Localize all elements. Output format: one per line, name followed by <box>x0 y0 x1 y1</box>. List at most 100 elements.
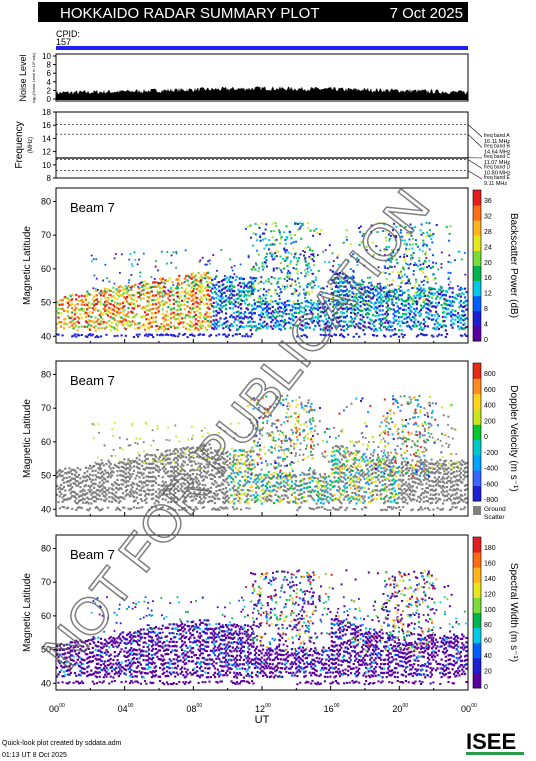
scatter-cell <box>340 302 343 305</box>
scatter-cell <box>67 480 70 483</box>
scatter-cell <box>454 314 457 317</box>
scatter-cell <box>116 465 119 468</box>
scatter-cell <box>400 320 403 323</box>
scatter-cell <box>314 316 317 319</box>
scatter-cell <box>75 298 78 301</box>
scatter-cell <box>396 471 399 474</box>
scatter-cell <box>388 497 391 500</box>
scatter-cell <box>384 325 387 329</box>
scatter-cell <box>174 287 177 290</box>
scatter-cell <box>127 315 130 318</box>
scatter-cell <box>389 491 392 495</box>
scatter-cell <box>348 281 351 284</box>
scatter-cell <box>146 309 149 312</box>
scatter-cell <box>319 333 322 336</box>
scatter-cell <box>112 312 115 315</box>
scatter-cell <box>419 332 423 335</box>
scatter-cell <box>396 249 399 251</box>
scatter-cell <box>430 318 434 321</box>
scatter-cell <box>322 489 325 492</box>
scatter-cell <box>157 492 160 495</box>
scatter-cell <box>99 463 103 466</box>
freq-band-leader <box>467 124 483 138</box>
scatter-cell <box>194 506 197 509</box>
scatter-cell <box>325 292 328 295</box>
scatter-cell <box>322 320 325 323</box>
scatter-cell <box>202 478 206 481</box>
scatter-cell <box>187 458 190 461</box>
scatter-cell <box>222 496 225 499</box>
scatter-cell <box>398 298 401 301</box>
scatter-cell <box>142 293 145 296</box>
scatter-cell <box>202 320 206 323</box>
scatter-cell <box>451 291 454 294</box>
scatter-cell <box>444 459 447 462</box>
scatter-cell <box>123 304 126 308</box>
scatter-cell <box>220 297 223 300</box>
scatter-cell <box>98 292 101 295</box>
scatter-cell <box>286 276 289 278</box>
scatter-cell <box>189 460 192 464</box>
scatter-cell <box>293 316 296 319</box>
scatter-cell <box>176 282 180 285</box>
scatter-cell <box>349 473 353 476</box>
scatter-cell <box>277 473 280 476</box>
scatter-cell <box>206 263 208 266</box>
scatter-cell <box>161 317 164 320</box>
scatter-cell <box>112 484 115 487</box>
scatter-cell <box>396 502 399 505</box>
scatter-cell <box>87 323 90 326</box>
scatter-cell <box>223 502 226 505</box>
scatter-cell <box>186 446 189 449</box>
scatter-cell <box>295 484 298 487</box>
scatter-cell <box>391 329 394 332</box>
scatter-cell <box>87 301 90 304</box>
scatter-cell <box>294 253 297 256</box>
scatter-cell <box>406 289 409 292</box>
scatter-cell <box>168 462 171 465</box>
scatter-cell <box>332 468 335 471</box>
colorbar-tick-label: 4 <box>484 322 488 329</box>
scatter-cell <box>328 244 331 247</box>
scatter-cell <box>164 282 166 285</box>
scatter-cell <box>99 294 103 297</box>
scatter-cell <box>315 480 318 483</box>
scatter-cell <box>121 293 125 296</box>
scatter-cell <box>233 320 236 323</box>
scatter-cell <box>401 279 404 282</box>
scatter-cell <box>237 297 240 300</box>
scatter-cell <box>197 280 200 283</box>
scatter-cell <box>309 229 312 232</box>
scatter-cell <box>351 322 354 325</box>
scatter-cell <box>267 307 270 310</box>
scatter-cell <box>187 310 190 313</box>
scatter-cell <box>211 456 214 459</box>
scatter-cell <box>355 283 358 287</box>
scatter-cell <box>152 298 155 302</box>
scatter-cell <box>104 309 107 312</box>
scatter-cell <box>189 506 192 509</box>
scatter-cell <box>76 316 79 319</box>
scatter-cell <box>134 314 137 317</box>
freq-band-name: freq band A <box>484 133 510 139</box>
scatter-cell <box>73 500 77 503</box>
scatter-cell <box>415 278 417 281</box>
scatter-cell <box>127 320 130 323</box>
scatter-cell <box>183 448 186 451</box>
scatter-cell <box>110 326 114 329</box>
scatter-cell <box>101 318 104 321</box>
scatter-cell <box>192 294 195 297</box>
scatter-cell <box>300 501 303 504</box>
scatter-cell <box>192 324 195 327</box>
scatter-cell <box>252 320 255 323</box>
scatter-cell <box>220 293 223 296</box>
scatter-cell <box>108 500 111 503</box>
scatter-cell <box>426 507 429 510</box>
scatter-cell <box>116 474 119 477</box>
scatter-cell <box>443 499 446 502</box>
scatter-cell <box>211 278 214 281</box>
scatter-cell <box>130 301 133 304</box>
scatter-cell <box>61 478 64 481</box>
colorbar-segment <box>473 235 481 251</box>
scatter-cell <box>86 295 89 298</box>
